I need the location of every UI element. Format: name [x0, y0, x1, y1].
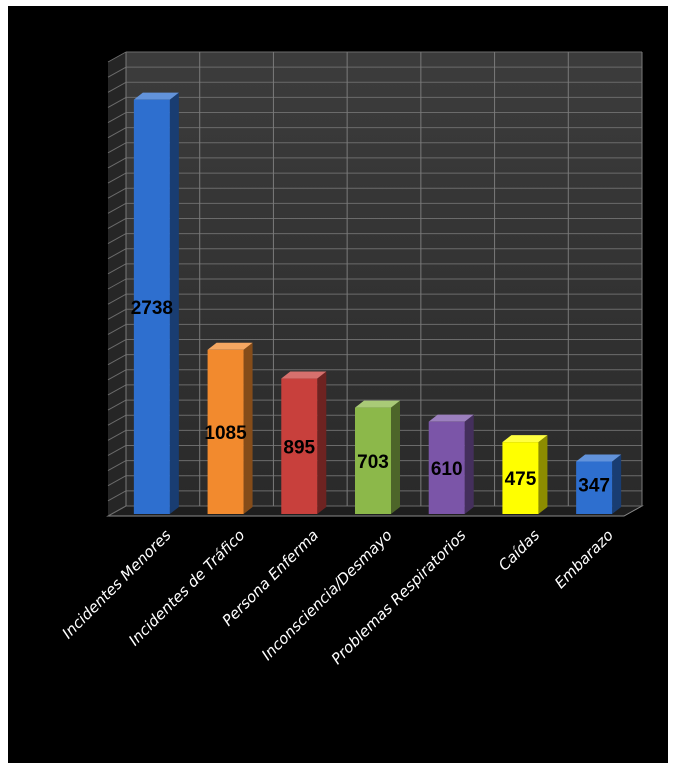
gridline-side — [107, 460, 127, 472]
gridline-side — [107, 96, 127, 108]
gridline-side — [107, 354, 127, 366]
category-label: Embarazo — [551, 526, 617, 592]
data-label: 347 — [578, 476, 610, 497]
gridline-side — [107, 248, 127, 260]
bar-top-face — [133, 92, 179, 100]
bar-front-face — [207, 349, 244, 514]
gridline-side — [107, 505, 127, 517]
data-label: 895 — [283, 437, 315, 458]
gridline-side — [107, 339, 127, 350]
bar-3 — [355, 400, 400, 514]
gridline-side — [107, 66, 127, 78]
data-label: 1085 — [204, 423, 247, 444]
gridline-side — [107, 51, 127, 63]
gridline-side — [107, 202, 127, 214]
data-label: 610 — [431, 459, 463, 480]
gridline-side — [107, 127, 127, 139]
bar-side-face — [391, 400, 400, 514]
category-label: Caídas — [495, 526, 543, 574]
bar-front-face — [133, 99, 170, 515]
category-label: Problemas Respiratorios — [328, 526, 470, 668]
bar-side-face — [243, 342, 253, 514]
bar-front-face — [428, 421, 465, 514]
bar-front-face — [502, 442, 539, 514]
bar-side-face — [538, 435, 548, 514]
bar-2 — [281, 371, 327, 514]
data-label: 2738 — [131, 298, 173, 319]
bar-side-face — [317, 371, 327, 514]
bar-side-face — [169, 92, 179, 515]
bar-top-face — [428, 414, 474, 422]
gridline-side — [107, 278, 127, 290]
gridline-side — [107, 490, 127, 502]
bar-chart: 2738 1085 895 703 610 475 347 Incidentes Menor… — [58, 51, 644, 668]
bar-top-face — [355, 400, 400, 408]
data-label: 475 — [505, 469, 537, 490]
gridline-side — [107, 187, 127, 199]
gridline-side — [107, 323, 127, 335]
gridline-side — [107, 308, 127, 320]
data-label: 703 — [357, 452, 389, 473]
gridline-side — [107, 414, 127, 426]
bar-5 — [502, 435, 548, 514]
gridline-side — [107, 384, 127, 396]
chart-value-labels: 2738 1085 895 703 610 475 347 — [131, 298, 610, 497]
gridline-side — [107, 293, 127, 305]
bar-front-face — [576, 461, 613, 514]
bar-top-face — [576, 454, 622, 462]
chart-bars — [133, 92, 622, 515]
bar-6 — [576, 454, 622, 514]
gridline-side — [107, 263, 127, 275]
gridline-side — [107, 172, 127, 184]
bar-front-face — [355, 407, 391, 514]
chart-frame: 2738 1085 895 703 610 475 347 Incidentes Menor… — [8, 6, 668, 763]
gridline-side — [107, 142, 127, 154]
gridline-side — [107, 81, 127, 93]
gridline-side — [107, 445, 127, 456]
bar-4 — [428, 414, 474, 514]
bar-top-face — [207, 342, 253, 350]
category-label: Inconsciencia/Desmayo — [258, 526, 396, 664]
gridline-side — [107, 233, 127, 245]
gridline-side — [107, 218, 127, 229]
bar-side-face — [612, 454, 622, 514]
bar-side-face — [464, 414, 474, 514]
gridline-side — [107, 399, 127, 411]
gridline-side — [107, 157, 127, 169]
gridline-side — [107, 475, 127, 487]
gridline-side — [107, 369, 127, 381]
gridline-side — [107, 429, 127, 441]
gridline-side — [107, 112, 127, 123]
bar-top-face — [281, 371, 327, 379]
bar-front-face — [281, 378, 318, 514]
bar-1 — [207, 342, 253, 514]
bar-top-face — [502, 435, 548, 443]
bar-0 — [133, 92, 179, 515]
